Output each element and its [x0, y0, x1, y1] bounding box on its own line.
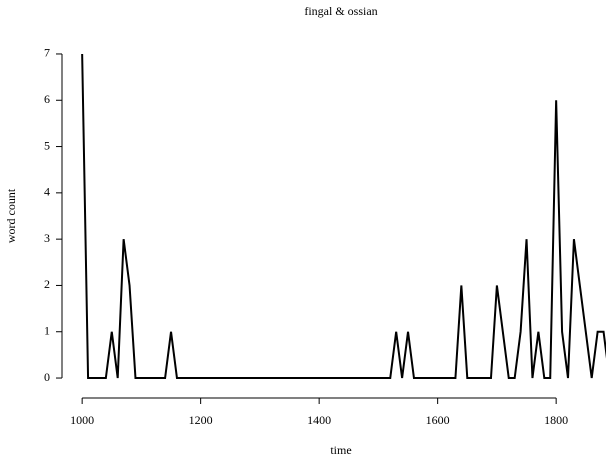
y-tick-label: 2 — [44, 277, 50, 291]
y-tick-label: 4 — [44, 185, 50, 199]
data-line — [81, 53, 606, 380]
x-tick-label: 1400 — [307, 413, 331, 427]
y-tick-label: 3 — [44, 231, 50, 245]
y-tick-label: 5 — [44, 138, 50, 152]
y-axis-label: word count — [4, 188, 18, 243]
x-tick-label: 1200 — [189, 413, 213, 427]
x-tick-label: 1600 — [426, 413, 450, 427]
x-axis-label: time — [330, 443, 351, 457]
plot-area — [81, 53, 606, 380]
y-tick-label: 6 — [44, 92, 50, 106]
x-tick-label: 1800 — [544, 413, 568, 427]
chart-title: fingal & ossian — [304, 4, 377, 18]
y-tick-label: 1 — [44, 323, 50, 337]
y-tick-label: 7 — [44, 46, 50, 60]
x-tick-label: 1000 — [70, 413, 94, 427]
y-tick-label: 0 — [44, 370, 50, 384]
